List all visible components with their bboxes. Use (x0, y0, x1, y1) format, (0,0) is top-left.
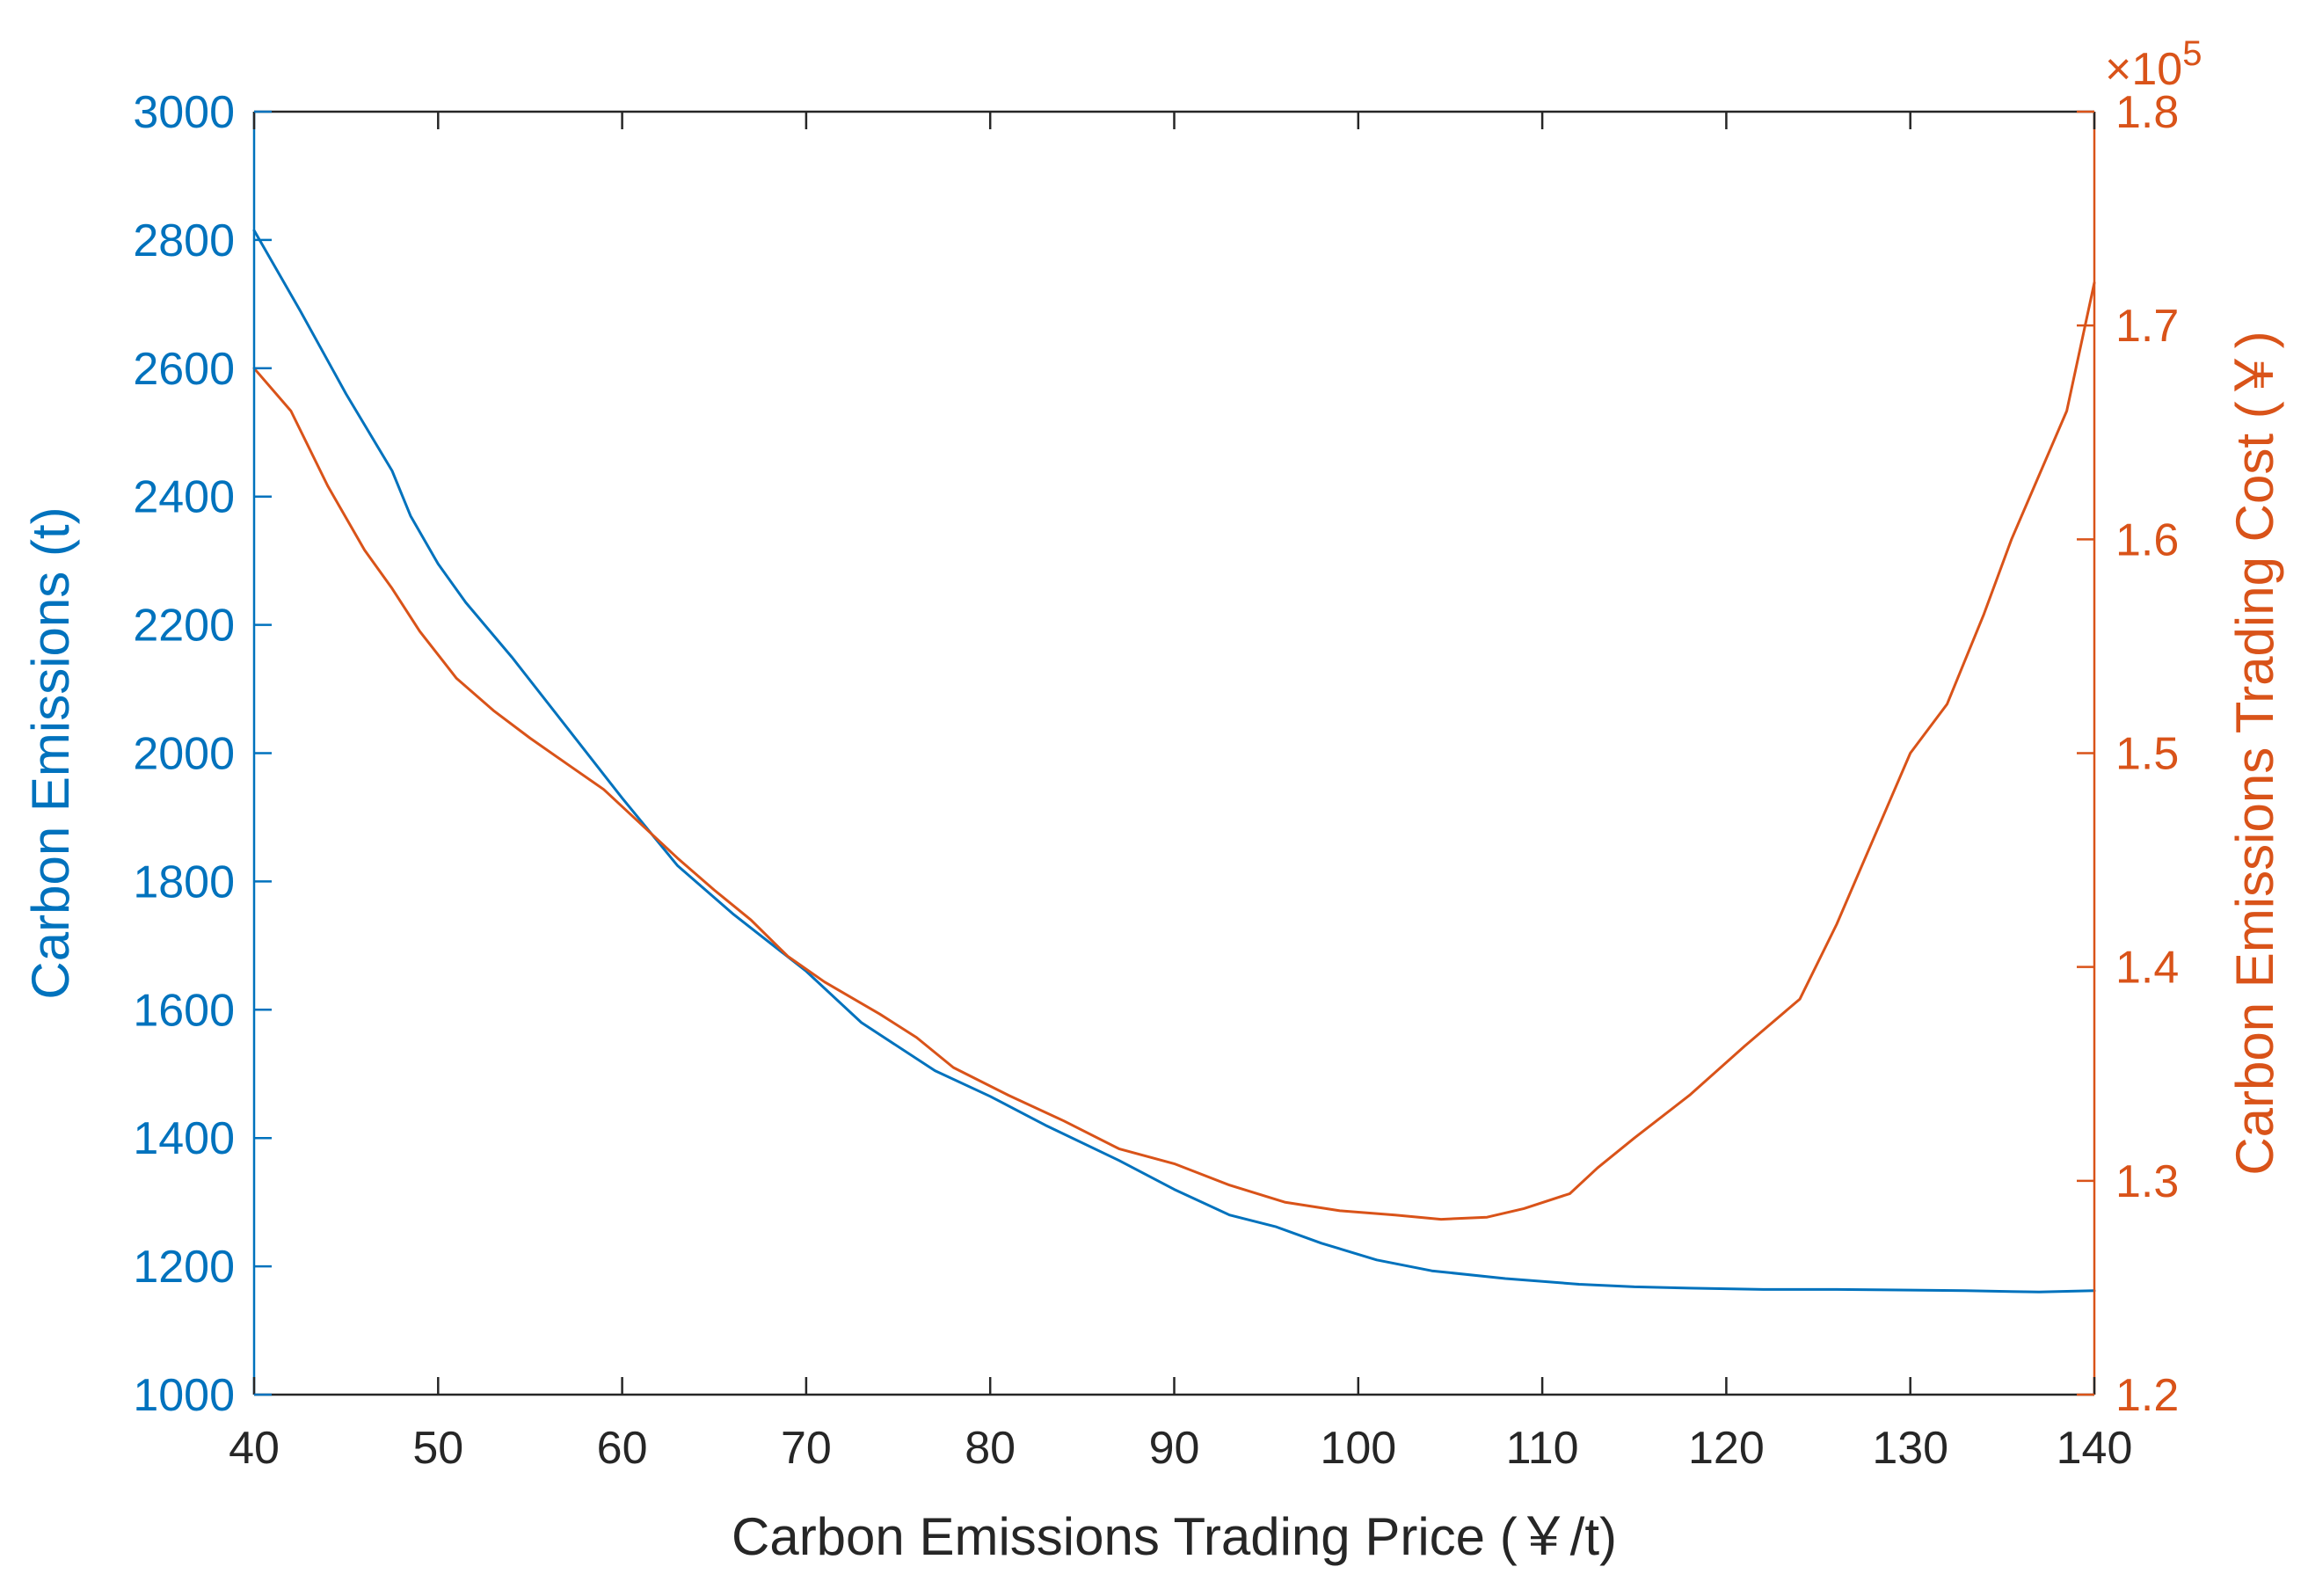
left-tick-label: 1600 (133, 985, 235, 1036)
right-tick-label: 1.6 (2115, 514, 2179, 565)
trading-cost-line (252, 281, 2096, 1221)
x-tick-label: 100 (1320, 1423, 1396, 1474)
right-tick-label: 1.5 (2115, 729, 2179, 780)
right-axis-exponent-base: ×10 (2105, 44, 2182, 95)
carbon-emissions-line (252, 229, 2096, 1294)
right-tick-label: 1.3 (2115, 1156, 2179, 1207)
x-tick-label: 40 (229, 1423, 280, 1474)
right-tick-label: 1.8 (2115, 87, 2179, 138)
right-tick-label: 1.7 (2115, 301, 2179, 352)
x-tick-label: 80 (965, 1423, 1016, 1474)
x-tick-label: 50 (412, 1423, 463, 1474)
left-tick-label: 1200 (133, 1242, 235, 1293)
left-tick-label: 3000 (133, 87, 235, 138)
x-tick-label: 90 (1149, 1423, 1200, 1474)
left-tick-label: 1800 (133, 856, 235, 907)
right-axis-exponent-power: 5 (2182, 34, 2202, 73)
x-axis-title: Carbon Emissions Trading Price (￥/t) (732, 1507, 1617, 1566)
right-tick-label: 1.2 (2115, 1370, 2179, 1421)
x-tick-label: 120 (1688, 1423, 1765, 1474)
plot-area (254, 112, 2094, 1395)
left-tick-label: 1400 (133, 1113, 235, 1164)
right-tick-label: 1.4 (2115, 943, 2179, 994)
x-tick-label: 130 (1872, 1423, 1948, 1474)
left-y-axis-title: Carbon Emissions (t) (21, 506, 80, 999)
left-tick-label: 1000 (133, 1370, 235, 1421)
x-tick-label: 110 (1506, 1423, 1579, 1474)
series-layer (252, 229, 2096, 1294)
left-tick-label: 2200 (133, 601, 235, 652)
labels-layer: 40 50 60 70 80 90 100 110 120 130 140 1000 1200 1400 1… (21, 34, 2284, 1566)
right-axis-exponent-label: ×105 (2105, 34, 2202, 95)
x-tick-label: 140 (2057, 1423, 2133, 1474)
axes-layer (252, 110, 2096, 1396)
left-tick-label: 2400 (133, 472, 235, 523)
right-y-axis-title: Carbon Emissions Trading Cost (￥) (2225, 331, 2284, 1175)
left-tick-label: 2000 (133, 729, 235, 780)
left-tick-label: 2800 (133, 215, 235, 266)
x-tick-label: 70 (781, 1423, 832, 1474)
x-tick-label: 60 (597, 1423, 648, 1474)
left-tick-label: 2600 (133, 344, 235, 395)
